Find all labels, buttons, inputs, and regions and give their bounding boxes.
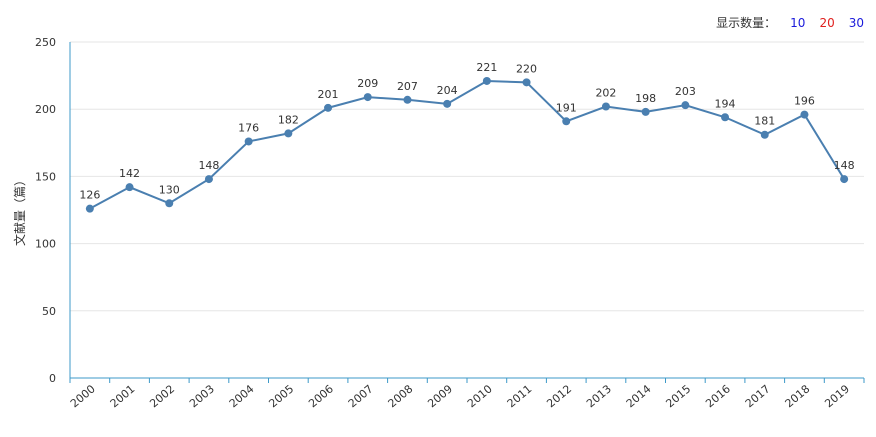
data-point[interactable] xyxy=(284,129,293,138)
data-label: 196 xyxy=(794,95,815,108)
data-point[interactable] xyxy=(601,102,610,111)
data-label: 220 xyxy=(516,62,537,75)
data-label: 209 xyxy=(357,77,378,90)
y-tick-label: 250 xyxy=(35,36,56,49)
data-label: 130 xyxy=(159,183,180,196)
x-tick-label: 2007 xyxy=(346,382,376,410)
count-option-20[interactable]: 20 xyxy=(819,15,835,30)
x-tick-label: 2013 xyxy=(584,382,614,410)
data-point[interactable] xyxy=(840,175,849,184)
data-label: 181 xyxy=(754,115,775,128)
data-point[interactable] xyxy=(760,130,769,139)
data-point[interactable] xyxy=(85,204,94,213)
x-tick-label: 2016 xyxy=(703,382,733,410)
data-label: 142 xyxy=(119,167,140,180)
data-label: 148 xyxy=(198,159,219,172)
x-tick-label: 2005 xyxy=(266,382,296,410)
data-label: 182 xyxy=(278,113,299,126)
x-tick-label: 2017 xyxy=(743,382,773,410)
data-label: 202 xyxy=(595,87,616,100)
y-tick-label: 0 xyxy=(49,372,56,385)
data-point[interactable] xyxy=(562,117,571,126)
x-tick-label: 2019 xyxy=(822,382,852,410)
x-tick-label: 2002 xyxy=(147,382,177,410)
series-line xyxy=(89,79,846,210)
data-point[interactable] xyxy=(482,76,491,85)
y-axis-title: 文献量（篇） xyxy=(12,174,27,246)
data-point[interactable] xyxy=(443,99,452,108)
x-tick-label: 2009 xyxy=(425,382,455,410)
data-label: 191 xyxy=(556,101,577,114)
data-point[interactable] xyxy=(165,199,174,208)
data-label: 221 xyxy=(476,61,497,74)
data-label: 204 xyxy=(437,84,458,97)
data-point[interactable] xyxy=(204,175,213,184)
data-label: 176 xyxy=(238,121,259,134)
count-option-10[interactable]: 10 xyxy=(790,15,806,30)
y-tick-label: 100 xyxy=(35,238,56,251)
data-point[interactable] xyxy=(721,113,730,122)
x-tick-label: 2011 xyxy=(505,382,535,410)
x-tick-label: 2008 xyxy=(386,382,416,410)
x-tick-label: 2001 xyxy=(108,382,138,410)
y-tick-label: 200 xyxy=(35,103,56,116)
x-tick-label: 2006 xyxy=(306,382,336,410)
x-tick-label: 2010 xyxy=(465,382,495,410)
data-label: 207 xyxy=(397,80,418,93)
data-label: 126 xyxy=(79,189,100,202)
x-tick-label: 2004 xyxy=(227,382,257,410)
x-tick-label: 2015 xyxy=(663,382,693,410)
data-label: 148 xyxy=(834,159,855,172)
data-point[interactable] xyxy=(522,78,531,87)
data-point[interactable] xyxy=(403,95,412,104)
x-tick-label: 2012 xyxy=(544,382,574,410)
data-point[interactable] xyxy=(800,110,809,119)
data-point[interactable] xyxy=(324,103,333,112)
count-selector-label: 显示数量： xyxy=(716,16,777,30)
x-tick-label: 2003 xyxy=(187,382,217,410)
count-option-30[interactable]: 30 xyxy=(848,15,864,30)
count-selector: 显示数量： 10 20 30 xyxy=(716,14,864,31)
data-label: 194 xyxy=(715,97,736,110)
data-point[interactable] xyxy=(244,137,253,146)
data-label: 201 xyxy=(318,88,339,101)
data-label: 198 xyxy=(635,92,656,105)
x-tick-label: 2000 xyxy=(68,382,98,410)
data-point[interactable] xyxy=(125,183,134,192)
y-tick-label: 50 xyxy=(42,305,56,318)
data-point[interactable] xyxy=(681,101,690,110)
x-tick-label: 2018 xyxy=(783,382,813,410)
x-tick-label: 2014 xyxy=(624,382,654,410)
data-label: 203 xyxy=(675,85,696,98)
data-point[interactable] xyxy=(363,93,372,102)
y-tick-label: 150 xyxy=(35,170,56,183)
data-point[interactable] xyxy=(641,107,650,116)
